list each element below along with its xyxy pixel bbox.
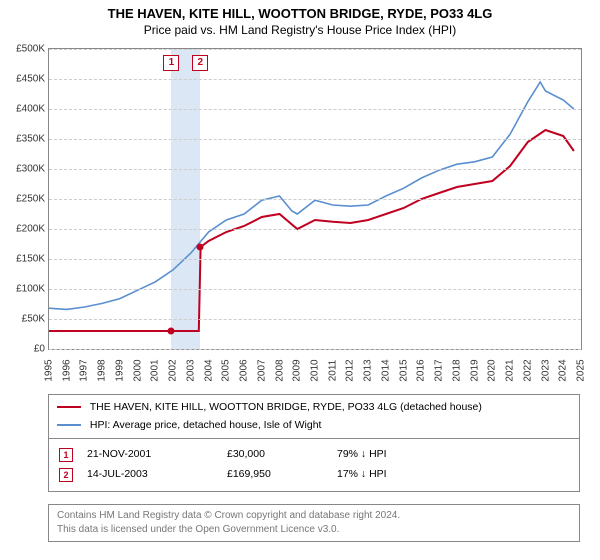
grid-line bbox=[49, 199, 581, 200]
marker-label-box: 2 bbox=[192, 55, 208, 71]
x-tick-label: 2015 bbox=[398, 359, 409, 381]
x-tick-label: 2000 bbox=[132, 359, 143, 381]
y-tick-label: £100K bbox=[16, 284, 49, 295]
y-tick-label: £350K bbox=[16, 134, 49, 145]
grid-line bbox=[49, 169, 581, 170]
y-tick-label: £200K bbox=[16, 224, 49, 235]
x-tick-label: 2020 bbox=[487, 359, 498, 381]
sale-dot-icon bbox=[168, 328, 175, 335]
sale-row: 2 14-JUL-2003 £169,950 17% ↓ HPI bbox=[59, 465, 569, 485]
x-tick-label: 2004 bbox=[203, 359, 214, 381]
sale-dot-icon bbox=[197, 244, 204, 251]
grid-line bbox=[49, 289, 581, 290]
x-tick-label: 2010 bbox=[310, 359, 321, 381]
series-line-hpi bbox=[49, 82, 574, 309]
y-tick-label: £50K bbox=[22, 314, 49, 325]
series-line-price_paid bbox=[49, 130, 574, 331]
sale-row: 1 21-NOV-2001 £30,000 79% ↓ HPI bbox=[59, 445, 569, 465]
credit-box: Contains HM Land Registry data © Crown c… bbox=[48, 504, 580, 542]
x-tick-label: 2012 bbox=[345, 359, 356, 381]
x-tick-label: 2025 bbox=[576, 359, 587, 381]
sale-marker-icon: 2 bbox=[59, 468, 73, 482]
credit-line: This data is licensed under the Open Gov… bbox=[57, 523, 571, 537]
legend-label-price: THE HAVEN, KITE HILL, WOOTTON BRIDGE, RY… bbox=[90, 401, 482, 413]
x-tick-label: 2016 bbox=[416, 359, 427, 381]
x-tick-label: 2013 bbox=[363, 359, 374, 381]
legend-swatch-blue bbox=[57, 424, 81, 426]
x-tick-label: 2024 bbox=[558, 359, 569, 381]
x-tick-label: 1999 bbox=[114, 359, 125, 381]
x-tick-label: 2006 bbox=[239, 359, 250, 381]
x-tick-label: 1998 bbox=[97, 359, 108, 381]
x-tick-label: 2005 bbox=[221, 359, 232, 381]
chart-plot-area: £0£50K£100K£150K£200K£250K£300K£350K£400… bbox=[48, 48, 582, 350]
y-tick-label: £300K bbox=[16, 164, 49, 175]
grid-line bbox=[49, 229, 581, 230]
x-tick-label: 2019 bbox=[469, 359, 480, 381]
chart-subtitle: Price paid vs. HM Land Registry's House … bbox=[0, 21, 600, 41]
sale-marker-icon: 1 bbox=[59, 448, 73, 462]
x-tick-label: 1996 bbox=[61, 359, 72, 381]
x-tick-label: 2007 bbox=[256, 359, 267, 381]
x-tick-label: 2022 bbox=[522, 359, 533, 381]
grid-line bbox=[49, 79, 581, 80]
sale-date: 21-NOV-2001 bbox=[87, 445, 227, 465]
sale-hpi: 79% ↓ HPI bbox=[337, 445, 387, 465]
grid-line bbox=[49, 109, 581, 110]
grid-line bbox=[49, 349, 581, 350]
grid-line bbox=[49, 319, 581, 320]
sale-price: £169,950 bbox=[227, 465, 337, 485]
grid-line bbox=[49, 259, 581, 260]
grid-line bbox=[49, 49, 581, 50]
grid-line bbox=[49, 139, 581, 140]
marker-label-box: 1 bbox=[163, 55, 179, 71]
x-tick-label: 1995 bbox=[44, 359, 55, 381]
sale-price: £30,000 bbox=[227, 445, 337, 465]
x-tick-label: 2001 bbox=[150, 359, 161, 381]
legend-row: HPI: Average price, detached house, Isle… bbox=[57, 417, 571, 435]
y-tick-label: £0 bbox=[34, 344, 49, 355]
x-tick-label: 2008 bbox=[274, 359, 285, 381]
sale-date: 14-JUL-2003 bbox=[87, 465, 227, 485]
x-tick-label: 2018 bbox=[451, 359, 462, 381]
x-tick-label: 2014 bbox=[380, 359, 391, 381]
sale-hpi: 17% ↓ HPI bbox=[337, 465, 387, 485]
x-tick-label: 2002 bbox=[168, 359, 179, 381]
x-tick-label: 2021 bbox=[505, 359, 516, 381]
x-tick-label: 1997 bbox=[79, 359, 90, 381]
sales-box: 1 21-NOV-2001 £30,000 79% ↓ HPI 2 14-JUL… bbox=[48, 438, 580, 492]
legend-row: THE HAVEN, KITE HILL, WOOTTON BRIDGE, RY… bbox=[57, 399, 571, 417]
legend-box: THE HAVEN, KITE HILL, WOOTTON BRIDGE, RY… bbox=[48, 394, 580, 440]
y-tick-label: £500K bbox=[16, 44, 49, 55]
legend-label-hpi: HPI: Average price, detached house, Isle… bbox=[90, 419, 322, 431]
x-tick-label: 2009 bbox=[292, 359, 303, 381]
x-tick-label: 2017 bbox=[434, 359, 445, 381]
credit-line: Contains HM Land Registry data © Crown c… bbox=[57, 509, 571, 523]
x-tick-label: 2011 bbox=[327, 360, 338, 382]
legend-swatch-red bbox=[57, 406, 81, 408]
y-tick-label: £150K bbox=[16, 254, 49, 265]
chart-title: THE HAVEN, KITE HILL, WOOTTON BRIDGE, RY… bbox=[0, 0, 600, 21]
y-tick-label: £450K bbox=[16, 74, 49, 85]
x-tick-label: 2023 bbox=[540, 359, 551, 381]
y-tick-label: £400K bbox=[16, 104, 49, 115]
y-tick-label: £250K bbox=[16, 194, 49, 205]
x-tick-label: 2003 bbox=[185, 359, 196, 381]
